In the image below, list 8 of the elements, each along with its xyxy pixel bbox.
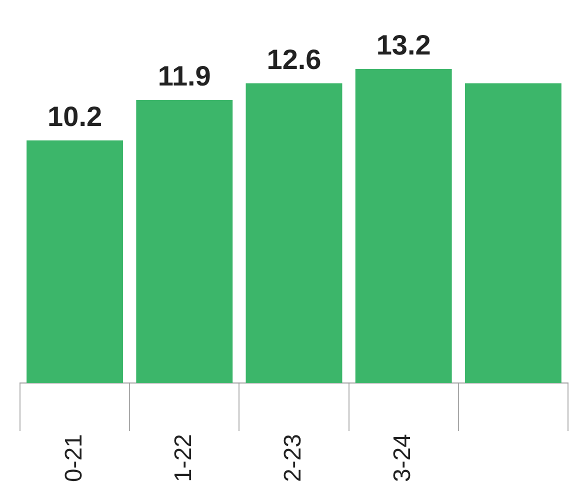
data-label: 10.2 (48, 101, 102, 132)
data-label: 11.9 (158, 60, 211, 92)
x-tick-label: 3-24 (389, 434, 416, 482)
data-label: 12.6 (266, 44, 322, 76)
x-tick-label: 0-21 (60, 434, 88, 482)
x-tick-label: 1-22 (170, 434, 198, 482)
data-label: 13.2 (376, 30, 431, 61)
x-tick-label: 2-23 (280, 434, 307, 482)
